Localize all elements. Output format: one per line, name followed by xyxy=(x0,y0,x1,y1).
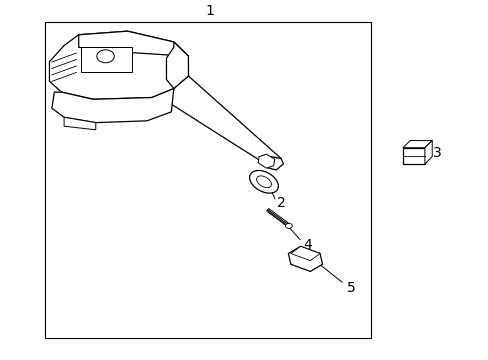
Polygon shape xyxy=(264,157,283,170)
Text: 1: 1 xyxy=(205,4,214,18)
Polygon shape xyxy=(81,47,132,72)
Polygon shape xyxy=(290,246,320,261)
Polygon shape xyxy=(49,31,188,99)
Polygon shape xyxy=(266,209,290,226)
Circle shape xyxy=(285,224,292,228)
Polygon shape xyxy=(64,117,96,130)
Polygon shape xyxy=(402,140,431,148)
Polygon shape xyxy=(79,31,188,56)
Polygon shape xyxy=(52,89,173,123)
Ellipse shape xyxy=(249,171,278,193)
Polygon shape xyxy=(163,76,281,169)
Text: 2: 2 xyxy=(276,196,285,210)
Text: 4: 4 xyxy=(303,238,312,252)
Polygon shape xyxy=(402,148,424,164)
Bar xyxy=(44,22,370,338)
Polygon shape xyxy=(258,154,274,168)
Polygon shape xyxy=(424,140,431,164)
Polygon shape xyxy=(288,246,322,271)
Text: 5: 5 xyxy=(346,280,355,294)
Circle shape xyxy=(97,50,114,63)
Ellipse shape xyxy=(256,176,271,188)
Polygon shape xyxy=(166,42,188,89)
Text: 3: 3 xyxy=(432,146,441,160)
